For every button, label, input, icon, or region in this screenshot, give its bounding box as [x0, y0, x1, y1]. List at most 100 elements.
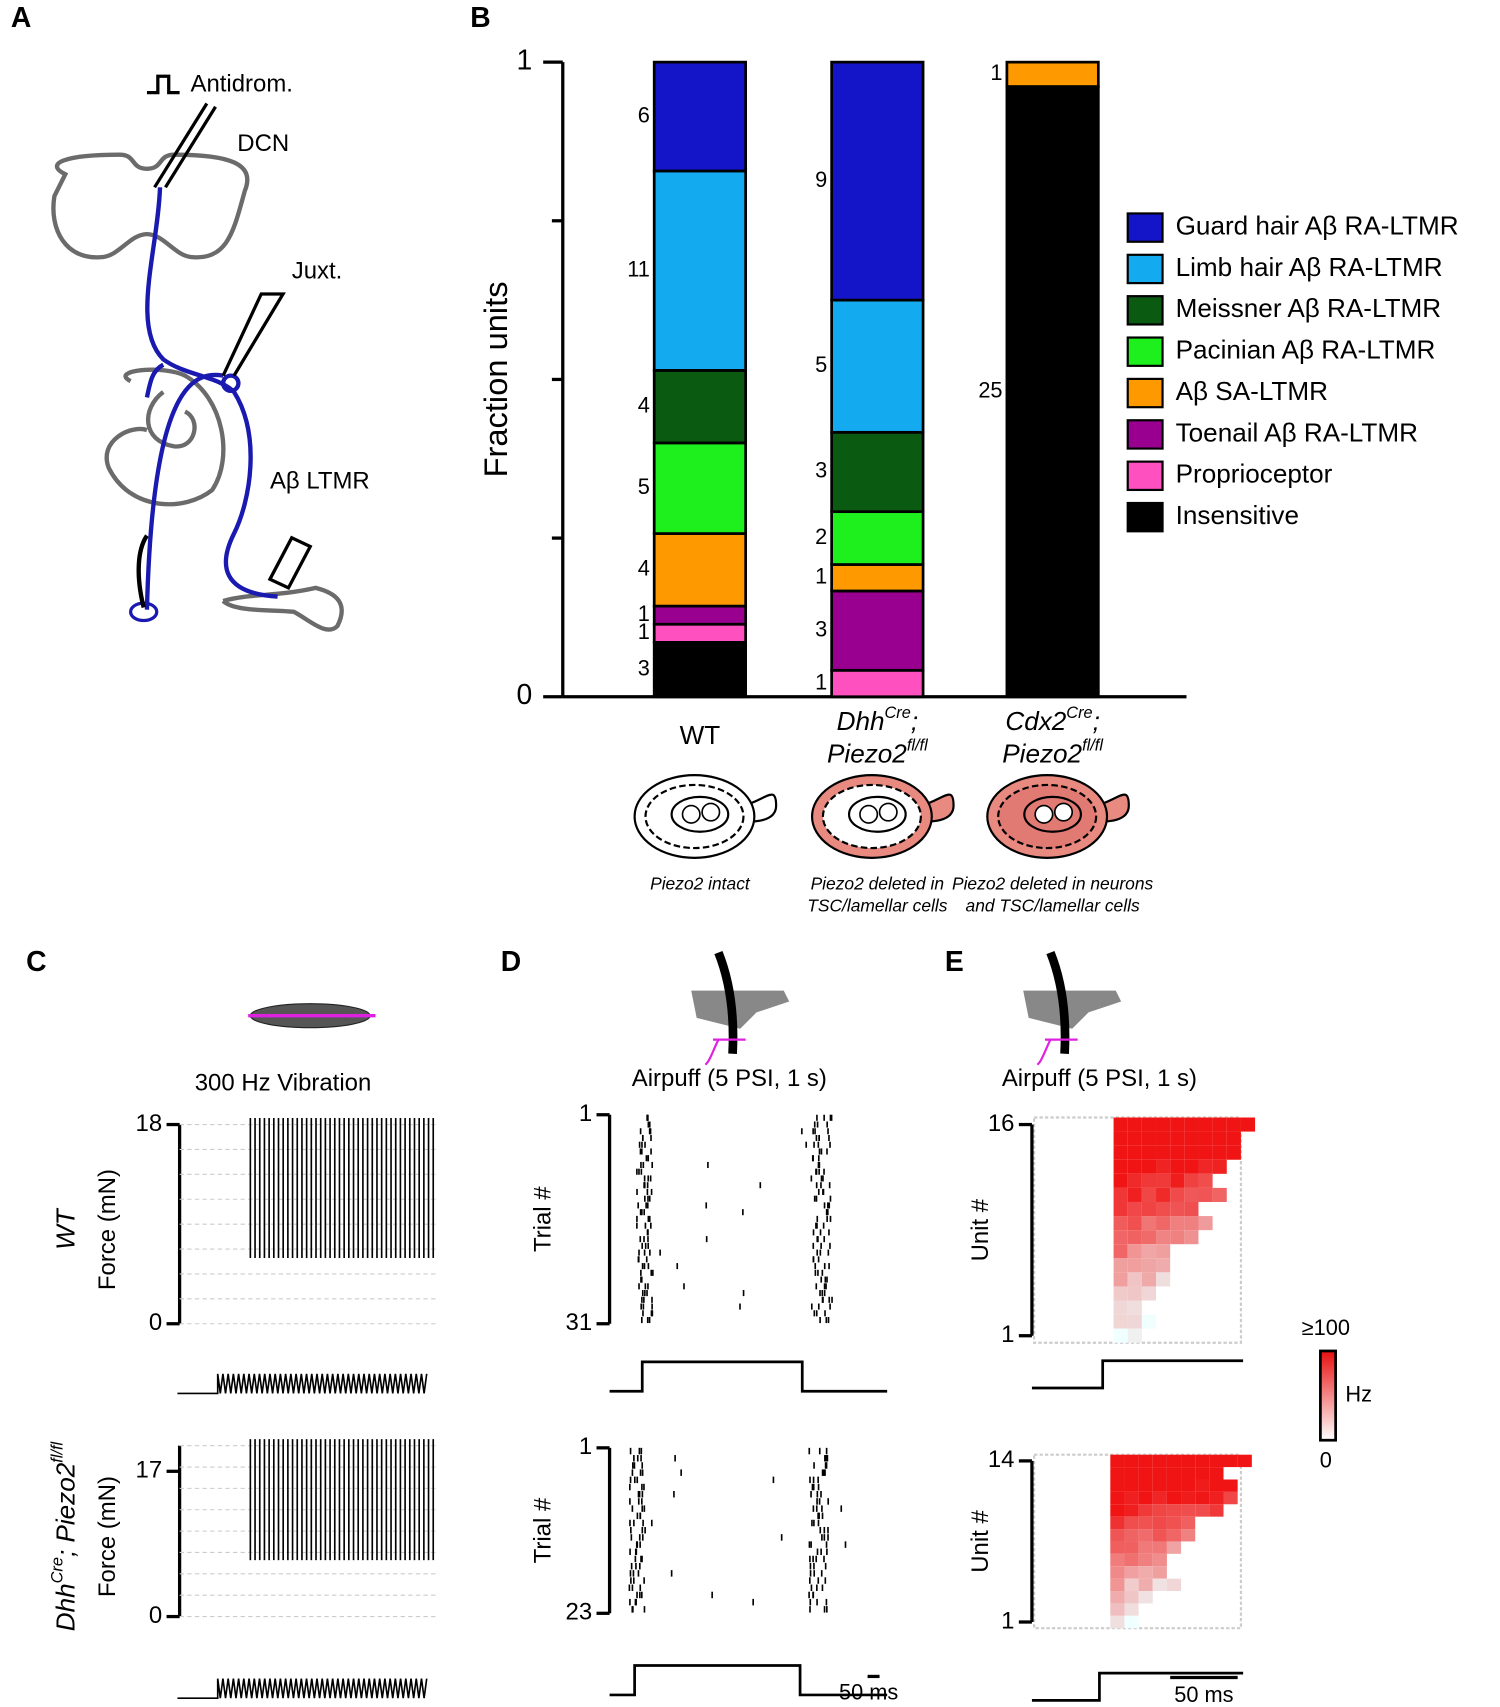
heat-cell — [1124, 1467, 1139, 1480]
heat-cell — [1209, 1491, 1224, 1505]
caption: Piezo2 deleted in — [811, 874, 945, 894]
heat-cell — [1209, 1504, 1224, 1517]
heat-cell — [1110, 1467, 1125, 1480]
row-label: DhhCre; Piezo2fl/fl — [49, 1441, 81, 1631]
y-tick-label: 18 — [136, 1110, 163, 1137]
panel-label: B — [470, 1, 490, 33]
colorbar-label: Hz — [1345, 1381, 1372, 1406]
category-line: Piezo2fl/fl — [1002, 737, 1103, 769]
heat-cell — [1113, 1328, 1128, 1343]
bar-segment — [830, 668, 925, 699]
bar-label: 3 — [638, 655, 650, 680]
heat-cell — [1184, 1216, 1199, 1231]
heat-cell — [1141, 1258, 1157, 1273]
y-axis-label: Fraction units — [477, 281, 514, 477]
heat-cell — [1113, 1145, 1128, 1160]
legend-label: Insensitive — [1176, 500, 1299, 530]
heat-cell — [1127, 1201, 1142, 1217]
heat-cell — [1124, 1603, 1139, 1616]
heat-cell — [1124, 1479, 1139, 1492]
heat-cell — [1166, 1479, 1182, 1492]
bar-segment — [830, 298, 925, 434]
bar-segment — [652, 369, 748, 445]
heat-cell — [1240, 1117, 1256, 1132]
text-part: Piezo2 — [1002, 738, 1082, 768]
heat-cell — [1212, 1159, 1227, 1174]
heat-cell — [1156, 1187, 1171, 1202]
bar-segment — [830, 589, 925, 672]
heat-cell — [1209, 1454, 1224, 1468]
bar-label: 3 — [815, 458, 827, 483]
chart-title: 300 Hz Vibration — [195, 1070, 372, 1097]
heat-cell — [1138, 1566, 1153, 1579]
heat-cell — [1181, 1454, 1196, 1468]
heat-cell — [1156, 1272, 1171, 1287]
heat-cell — [1141, 1131, 1157, 1146]
y-axis-label: Unit # — [967, 1198, 994, 1261]
caption: and TSC/lamellar cells — [966, 895, 1140, 915]
bar-segment — [830, 430, 925, 514]
text-part: Cre — [1066, 704, 1092, 722]
heat-cell — [1212, 1187, 1227, 1202]
heat-cell — [1127, 1314, 1142, 1329]
heat-cell — [1152, 1491, 1167, 1505]
heat-cell — [1223, 1491, 1238, 1505]
heat-cell — [1127, 1117, 1142, 1132]
heat-cell — [1195, 1504, 1210, 1517]
stimulus-trace — [177, 1373, 428, 1395]
text-part: WT — [50, 1207, 80, 1250]
heat-cell — [1110, 1591, 1125, 1604]
heat-cell — [1166, 1529, 1182, 1542]
heat-cell — [1184, 1159, 1199, 1174]
heat-cell — [1110, 1504, 1125, 1517]
text-part: Piezo2 — [827, 738, 907, 768]
bar-segment — [652, 60, 748, 173]
heat-cell — [1226, 1131, 1241, 1146]
category-label: DhhCre; Piezo2fl/fl — [827, 704, 928, 768]
heat-cell — [1127, 1216, 1142, 1231]
y-tick-label: 14 — [988, 1446, 1015, 1473]
heat-cell — [1209, 1479, 1224, 1492]
heat-cell — [1170, 1145, 1185, 1160]
text-part: WT — [680, 720, 721, 750]
heat-cell — [1124, 1454, 1139, 1468]
heat-cell — [1181, 1491, 1196, 1505]
bar-segment — [652, 604, 748, 626]
heat-cell — [1113, 1131, 1128, 1146]
hair-icon — [714, 950, 738, 1055]
y-axis-label: Trial # — [530, 1186, 557, 1252]
heat-cell — [1156, 1216, 1171, 1231]
heat-cell — [1141, 1244, 1157, 1259]
bar-label: 6 — [638, 102, 650, 127]
heat-cell — [1170, 1173, 1185, 1188]
bar-label: 25 — [978, 377, 1002, 402]
colorbar — [1319, 1349, 1337, 1442]
heat-cell — [1113, 1258, 1128, 1273]
y-tick-label: 17 — [136, 1457, 163, 1484]
bar-label: 5 — [815, 352, 827, 377]
y-tick-label: 1 — [579, 1100, 592, 1127]
heat-cell — [1124, 1615, 1139, 1629]
heat-cell — [1166, 1578, 1182, 1592]
heat-cell — [1113, 1300, 1128, 1315]
heat-cell — [1152, 1516, 1167, 1530]
caption: Piezo2 deleted in neurons — [952, 874, 1154, 894]
heat-cell — [1198, 1159, 1213, 1174]
heat-cell — [1113, 1230, 1128, 1245]
chart-title: Airpuff (5 PSI, 1 s) — [632, 1065, 827, 1092]
legend-swatch — [1126, 295, 1164, 326]
heat-cell — [1156, 1117, 1171, 1132]
text-part: ; — [911, 706, 918, 736]
category-line: WT — [680, 720, 721, 750]
text-part: ; Piezo2 — [50, 1462, 80, 1557]
bar-segment — [830, 60, 925, 302]
afferent-icon — [1036, 1038, 1078, 1066]
heat-cell — [1198, 1145, 1213, 1160]
heat-cell — [1127, 1300, 1142, 1315]
heat-cell — [1141, 1201, 1157, 1217]
heat-cell — [1110, 1479, 1125, 1492]
legend-label: Proprioceptor — [1176, 459, 1333, 489]
heat-cell — [1110, 1566, 1125, 1579]
heat-cell — [1184, 1145, 1199, 1160]
heat-cell — [1113, 1201, 1128, 1217]
